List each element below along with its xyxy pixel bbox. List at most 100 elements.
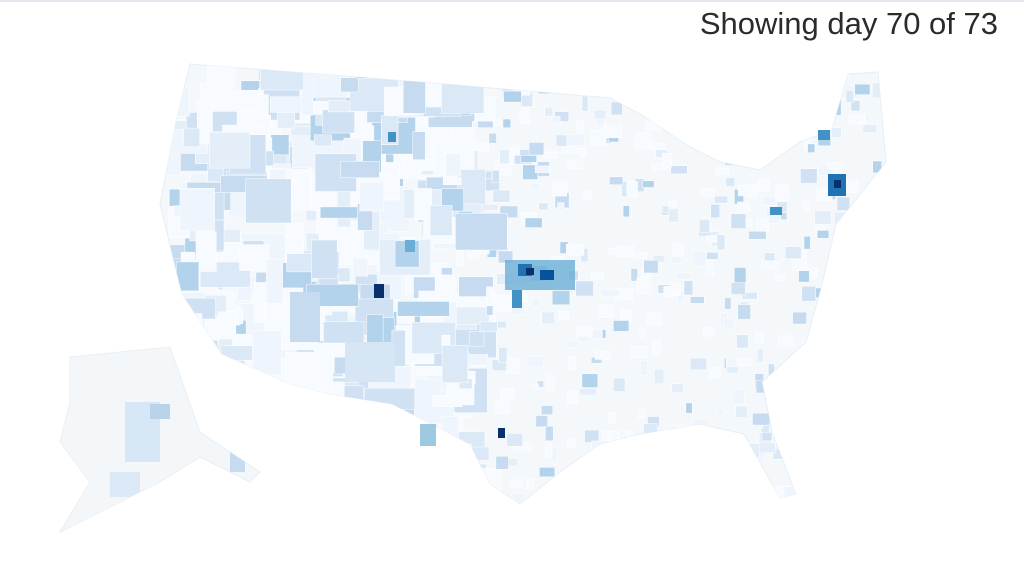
county — [657, 428, 674, 444]
county — [615, 484, 632, 495]
county — [528, 142, 545, 156]
county — [469, 500, 483, 504]
county — [579, 147, 587, 158]
county — [818, 76, 837, 88]
county — [286, 470, 311, 492]
county — [454, 452, 464, 464]
county — [405, 240, 415, 252]
county — [734, 111, 752, 122]
county — [660, 490, 677, 504]
county — [712, 468, 727, 479]
county — [671, 124, 683, 141]
county — [662, 453, 675, 463]
county — [770, 207, 782, 215]
county — [161, 154, 181, 176]
county — [238, 493, 263, 504]
county — [792, 311, 807, 325]
county — [827, 162, 845, 170]
county — [819, 419, 833, 427]
county — [545, 441, 553, 458]
county — [396, 466, 423, 485]
county — [831, 384, 839, 399]
county — [409, 483, 434, 503]
county — [646, 468, 658, 477]
county — [274, 494, 288, 504]
county — [673, 460, 690, 471]
county — [285, 476, 310, 504]
county — [340, 77, 359, 93]
county — [788, 462, 800, 475]
county — [457, 71, 475, 82]
county — [854, 287, 866, 298]
county — [701, 187, 715, 198]
county — [709, 466, 720, 479]
county — [784, 246, 802, 259]
county — [451, 128, 467, 141]
county — [354, 64, 378, 79]
county — [677, 291, 685, 304]
county — [742, 79, 754, 91]
county — [298, 469, 326, 487]
county — [862, 124, 877, 133]
county — [775, 274, 785, 281]
county — [590, 329, 603, 339]
county — [337, 477, 360, 504]
county — [364, 387, 416, 410]
county — [110, 472, 140, 497]
county — [651, 143, 666, 151]
county — [835, 452, 844, 465]
county — [185, 494, 213, 504]
county — [280, 492, 307, 504]
county — [720, 136, 728, 152]
county — [845, 90, 854, 103]
county — [211, 360, 246, 406]
county — [703, 327, 716, 337]
county — [604, 124, 622, 138]
county — [709, 465, 726, 479]
county — [335, 491, 380, 504]
county — [834, 211, 848, 225]
county — [825, 94, 842, 106]
county — [541, 405, 554, 415]
county — [755, 331, 765, 344]
county — [448, 469, 485, 500]
county — [854, 396, 865, 408]
county — [441, 267, 453, 276]
county — [582, 190, 592, 199]
county — [347, 441, 373, 457]
county — [524, 217, 543, 228]
county — [814, 497, 823, 504]
county — [646, 313, 663, 326]
county — [484, 171, 493, 180]
county — [754, 133, 764, 142]
county — [182, 339, 211, 359]
county — [500, 388, 515, 400]
county — [761, 431, 773, 442]
county — [668, 98, 680, 106]
alaska-county-layer — [110, 402, 245, 497]
county — [345, 342, 395, 382]
county — [725, 177, 736, 187]
county — [217, 480, 247, 497]
county — [878, 445, 886, 458]
county — [621, 489, 632, 498]
county — [761, 260, 779, 271]
county — [540, 270, 554, 280]
county — [621, 85, 638, 97]
county — [314, 499, 341, 504]
county — [710, 204, 721, 218]
county — [551, 64, 563, 81]
county — [175, 87, 190, 117]
county — [843, 180, 858, 193]
county — [494, 400, 510, 415]
county — [195, 231, 217, 272]
county — [358, 437, 387, 465]
county — [479, 321, 498, 332]
county — [175, 297, 216, 320]
county — [278, 404, 299, 417]
county — [285, 351, 334, 393]
county — [590, 129, 607, 147]
county — [621, 477, 637, 492]
county — [551, 290, 571, 306]
